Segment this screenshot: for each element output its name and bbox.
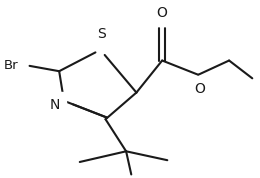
Text: O: O bbox=[194, 82, 205, 96]
Text: S: S bbox=[97, 27, 106, 41]
Text: O: O bbox=[157, 6, 168, 20]
Text: N: N bbox=[50, 98, 61, 112]
Text: Br: Br bbox=[3, 59, 18, 72]
